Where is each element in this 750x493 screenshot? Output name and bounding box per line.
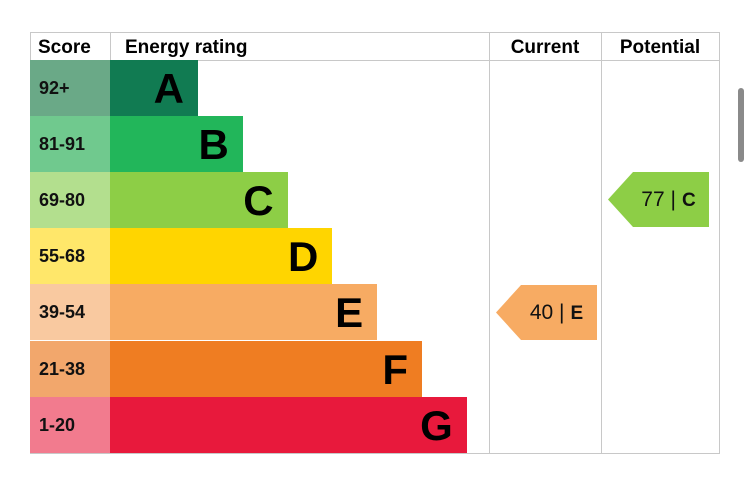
energy-rating-header: Energy rating bbox=[125, 37, 248, 58]
current-separator: | bbox=[559, 301, 565, 324]
potential-divider bbox=[601, 32, 602, 453]
score-divider bbox=[110, 32, 111, 60]
band-bar-d: D bbox=[110, 228, 333, 285]
band-letter: E bbox=[335, 289, 364, 337]
band-bar-f: F bbox=[110, 340, 422, 397]
band-letter: F bbox=[382, 345, 408, 393]
score-a: 92+ bbox=[30, 60, 110, 116]
score-c: 69-80 bbox=[30, 172, 110, 229]
band-letter: D bbox=[288, 233, 319, 281]
scrollbar[interactable] bbox=[738, 88, 744, 162]
current-letter: E bbox=[570, 303, 584, 324]
score-f: 21-38 bbox=[30, 340, 110, 397]
band-letter: A bbox=[153, 65, 184, 112]
score-g: 1-20 bbox=[30, 396, 110, 453]
band-letter: B bbox=[198, 121, 229, 169]
current-header: Current bbox=[510, 37, 580, 58]
band-bar-a: A bbox=[110, 60, 198, 116]
potential-header: Potential bbox=[619, 37, 701, 58]
score-b: 81-91 bbox=[30, 116, 110, 173]
band-letter: G bbox=[420, 401, 453, 449]
band-bar-g: G bbox=[110, 396, 467, 453]
header-divider bbox=[30, 60, 720, 61]
current-value: 40 bbox=[529, 301, 554, 324]
potential-rating-arrow: 77 | C bbox=[608, 172, 709, 227]
bottom-border bbox=[30, 453, 720, 454]
current-rating-arrow: 40 | E bbox=[496, 285, 597, 340]
potential-letter: C bbox=[681, 190, 696, 211]
potential-separator: | bbox=[670, 188, 676, 211]
band-bar-b: B bbox=[110, 116, 243, 173]
band-bar-c: C bbox=[110, 172, 288, 229]
score-header: Score bbox=[38, 37, 91, 58]
potential-value: 77 bbox=[641, 188, 665, 211]
top-border bbox=[30, 32, 720, 33]
band-bar-e: E bbox=[110, 284, 378, 341]
score-d: 55-68 bbox=[30, 228, 110, 285]
left-border bbox=[30, 32, 31, 60]
band-letter: C bbox=[243, 177, 274, 225]
right-border bbox=[719, 32, 720, 453]
current-divider bbox=[489, 32, 490, 453]
score-e: 39-54 bbox=[30, 284, 110, 341]
